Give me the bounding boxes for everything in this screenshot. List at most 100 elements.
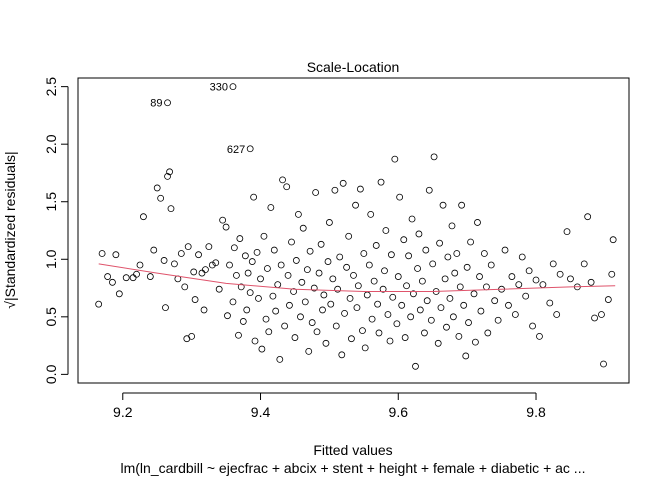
- data-point: [329, 275, 337, 283]
- data-point: [306, 247, 314, 255]
- data-point: [327, 300, 335, 308]
- data-point: [522, 292, 530, 300]
- data-point: [267, 204, 275, 211]
- data-point: [501, 246, 509, 254]
- data-point: [448, 222, 456, 230]
- data-point: [166, 168, 174, 176]
- data-point: [350, 271, 357, 279]
- data-point: [233, 271, 240, 279]
- data-point: [480, 250, 488, 257]
- data-point: [310, 284, 318, 292]
- data-points: [95, 83, 617, 370]
- data-point: [401, 334, 409, 341]
- data-point: [422, 246, 430, 254]
- x-tick-label: 9.2: [113, 404, 133, 420]
- data-point: [455, 332, 463, 340]
- data-point: [279, 176, 286, 184]
- data-point: [315, 269, 323, 277]
- data-point: [408, 215, 416, 223]
- data-point: [470, 290, 478, 298]
- data-point: [294, 210, 302, 218]
- data-point: [494, 316, 502, 324]
- data-point: [112, 251, 120, 259]
- data-point: [177, 250, 185, 257]
- data-point: [430, 153, 438, 161]
- data-point: [487, 261, 495, 269]
- data-point: [164, 173, 171, 180]
- data-point: [553, 311, 561, 318]
- data-point: [549, 260, 557, 268]
- data-point: [443, 323, 450, 331]
- data-point: [343, 263, 351, 271]
- data-point: [396, 193, 404, 201]
- data-point: [370, 277, 378, 285]
- data-point: [305, 347, 313, 355]
- y-axis-label: √|Standardized residuals|: [2, 151, 18, 308]
- data-point: [525, 267, 533, 275]
- data-point: [427, 316, 435, 324]
- data-point: [325, 219, 333, 226]
- data-point: [536, 332, 543, 340]
- data-point: [272, 307, 280, 315]
- data-point: [374, 300, 382, 308]
- data-point: [477, 307, 485, 315]
- data-point: [191, 296, 199, 303]
- data-point: [202, 266, 209, 274]
- data-point: [460, 301, 468, 309]
- data-point: [292, 257, 300, 264]
- data-point: [257, 275, 264, 283]
- outlier-label: 627: [227, 144, 245, 156]
- data-point: [436, 239, 443, 247]
- data-point: [253, 248, 261, 256]
- data-point: [303, 266, 311, 274]
- data-point: [208, 261, 216, 269]
- data-point: [384, 311, 392, 318]
- data-point: [449, 313, 457, 321]
- data-point: [243, 306, 251, 314]
- data-point: [425, 186, 433, 194]
- data-point: [237, 283, 245, 291]
- data-point: [334, 285, 342, 293]
- data-point: [580, 260, 588, 268]
- x-axis-label: Fitted values: [313, 442, 392, 458]
- outlier-label: 89: [150, 98, 162, 110]
- data-point: [465, 319, 472, 326]
- data-point: [456, 283, 464, 291]
- data-point: [276, 356, 284, 363]
- data-point: [312, 189, 320, 196]
- data-point: [281, 322, 289, 330]
- data-point: [556, 270, 564, 278]
- data-point: [248, 258, 256, 265]
- data-point: [356, 185, 364, 193]
- data-point: [290, 288, 297, 295]
- data-point: [244, 269, 252, 277]
- data-point: [441, 275, 449, 283]
- data-point: [429, 260, 437, 268]
- data-point: [591, 314, 598, 322]
- data-point: [434, 339, 442, 347]
- data-point: [567, 275, 574, 283]
- data-point: [299, 224, 307, 232]
- data-point: [391, 155, 399, 163]
- data-point: [439, 201, 447, 209]
- data-point: [346, 295, 354, 302]
- data-point: [412, 362, 419, 370]
- data-point: [451, 269, 459, 277]
- data-point: [467, 238, 474, 246]
- data-point: [367, 210, 375, 218]
- data-point: [198, 269, 206, 277]
- data-point: [463, 263, 471, 271]
- data-point: [421, 329, 428, 337]
- data-point: [453, 250, 461, 257]
- y-tick-label: 1.5: [43, 192, 59, 212]
- data-point: [360, 250, 368, 257]
- data-point: [398, 301, 406, 309]
- data-point: [332, 322, 340, 330]
- data-point: [382, 227, 390, 234]
- data-point: [239, 318, 247, 325]
- x-axis: 9.2 9.4 9.6 9.8: [113, 392, 546, 420]
- data-point: [291, 334, 299, 341]
- data-point: [224, 312, 231, 320]
- data-point: [284, 271, 292, 279]
- outlier-point: [164, 99, 171, 107]
